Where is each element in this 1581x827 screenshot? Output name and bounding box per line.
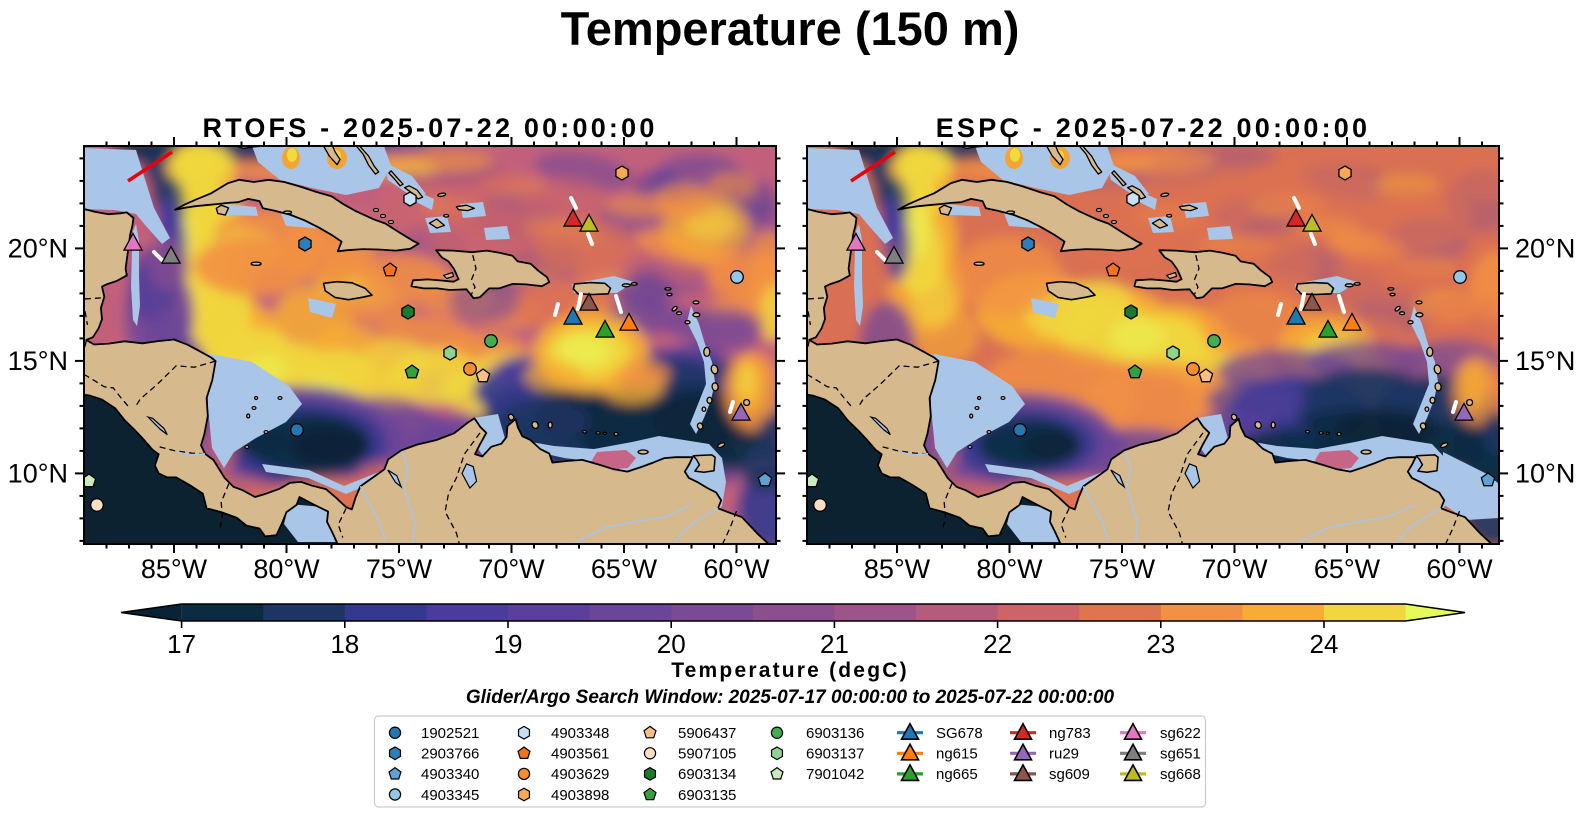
svg-text:4903561: 4903561 [551,746,609,763]
svg-text:sg622: sg622 [1160,725,1201,742]
svg-text:4903898: 4903898 [551,787,609,804]
svg-text:4903629: 4903629 [551,766,609,783]
svg-text:SG678: SG678 [936,725,983,742]
svg-text:4903345: 4903345 [421,787,479,804]
svg-text:65°W: 65°W [591,554,658,584]
svg-text:19: 19 [494,629,523,659]
svg-text:5906437: 5906437 [678,725,736,742]
svg-text:10°N: 10°N [8,458,68,488]
svg-text:1902521: 1902521 [421,725,479,742]
svg-text:6903134: 6903134 [678,766,736,783]
svg-text:60°W: 60°W [703,554,770,584]
svg-text:RTOFS - 2025-07-22 00:00:00: RTOFS - 2025-07-22 00:00:00 [202,113,657,143]
svg-text:75°W: 75°W [366,554,433,584]
svg-text:ng615: ng615 [936,746,978,763]
svg-text:70°W: 70°W [478,554,545,584]
svg-text:22: 22 [983,629,1012,659]
svg-text:sg668: sg668 [1160,766,1201,783]
svg-text:15°N: 15°N [1515,346,1575,376]
svg-text:70°W: 70°W [1201,554,1268,584]
svg-text:ESPC - 2025-07-22 00:00:00: ESPC - 2025-07-22 00:00:00 [936,113,1370,143]
svg-text:7901042: 7901042 [806,766,864,783]
svg-text:20: 20 [657,629,686,659]
svg-text:65°W: 65°W [1314,554,1381,584]
svg-text:24: 24 [1310,629,1339,659]
svg-text:80°W: 80°W [253,554,320,584]
svg-text:Temperature (150 m): Temperature (150 m) [561,2,1020,55]
svg-text:85°W: 85°W [141,554,208,584]
svg-text:6903135: 6903135 [678,787,736,804]
svg-text:75°W: 75°W [1089,554,1156,584]
svg-text:2903766: 2903766 [421,746,479,763]
svg-text:5907105: 5907105 [678,746,736,763]
svg-text:ng665: ng665 [936,766,978,783]
svg-text:18: 18 [330,629,359,659]
svg-text:sg651: sg651 [1160,746,1201,763]
svg-text:ng783: ng783 [1049,725,1091,742]
svg-text:20°N: 20°N [8,233,68,263]
svg-text:10°N: 10°N [1515,458,1575,488]
svg-text:23: 23 [1146,629,1175,659]
svg-text:80°W: 80°W [976,554,1043,584]
svg-text:60°W: 60°W [1426,554,1493,584]
svg-text:6903137: 6903137 [806,746,864,763]
svg-text:4903348: 4903348 [551,725,609,742]
svg-text:6903136: 6903136 [806,725,864,742]
svg-text:sg609: sg609 [1049,766,1090,783]
svg-text:21: 21 [820,629,849,659]
svg-text:Glider/Argo Search Window: 202: Glider/Argo Search Window: 2025-07-17 00… [466,687,1115,708]
svg-text:ru29: ru29 [1049,746,1079,763]
svg-text:4903340: 4903340 [421,766,479,783]
svg-text:20°N: 20°N [1515,233,1575,263]
svg-text:Temperature (degC): Temperature (degC) [671,659,909,682]
svg-text:85°W: 85°W [864,554,931,584]
svg-text:17: 17 [167,629,196,659]
svg-text:15°N: 15°N [8,346,68,376]
